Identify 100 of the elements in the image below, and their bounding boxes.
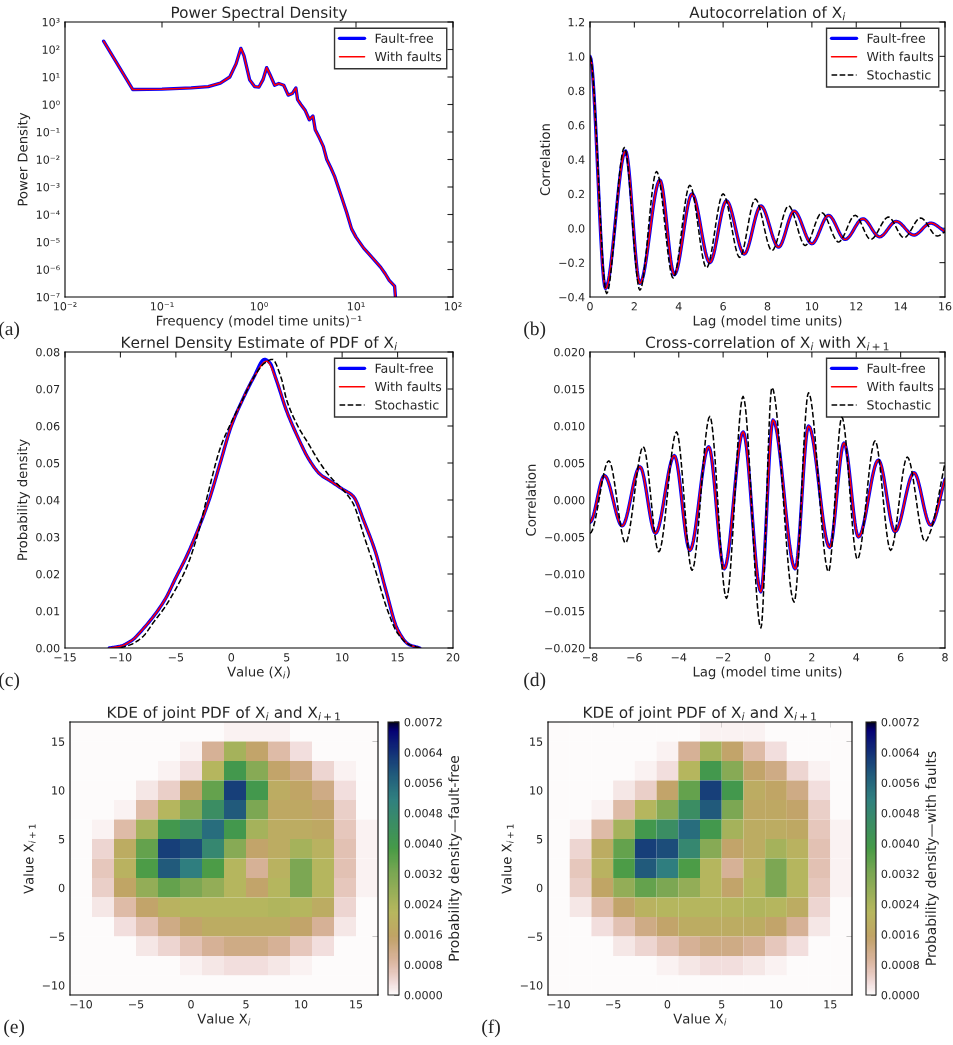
x-tick-label: 8 bbox=[764, 302, 771, 311]
chart-title: Cross-correlation of X$_{i}$ with X$_{i+1}$ bbox=[645, 336, 889, 351]
color-bar-label: 0.0072 bbox=[881, 717, 919, 727]
y-tick-label: 0.000 bbox=[554, 495, 585, 505]
y-tick-label: −10 bbox=[520, 981, 543, 990]
y-tick-label: 0 bbox=[536, 883, 543, 893]
y-tick-label: 10⁻³ bbox=[36, 182, 60, 192]
x-tick-label: 10² bbox=[444, 302, 462, 311]
x-tick-label: −8 bbox=[582, 653, 598, 662]
x-tick-label: −4 bbox=[671, 653, 687, 662]
legend-label: Stochastic bbox=[867, 69, 931, 80]
color-bar-label: 0.0008 bbox=[404, 960, 442, 970]
x-tick-label: 0 bbox=[764, 653, 771, 662]
y-tick-label: −10 bbox=[42, 981, 65, 990]
y-tick-label: 0.05 bbox=[36, 458, 60, 468]
y-axis-title: Probability density bbox=[17, 439, 30, 560]
color-bar-label: 0.0072 bbox=[404, 717, 442, 727]
y-tick-label: 5 bbox=[58, 835, 65, 844]
x-tick-label: 10 bbox=[770, 1000, 783, 1009]
y-tick-label: −0.020 bbox=[545, 643, 585, 653]
color-bar-label: 0.0000 bbox=[881, 990, 919, 1000]
chart-title: KDE of joint PDF of X$_{i}$ and X$_{i+1}$ bbox=[584, 706, 816, 722]
x-tick-label: −5 bbox=[168, 653, 184, 662]
y-tick-label: −5 bbox=[49, 932, 65, 941]
x-tick-label: 10⁻¹ bbox=[150, 302, 174, 311]
x-tick-label: −10 bbox=[70, 1000, 92, 1009]
y-tick-label: −0.015 bbox=[545, 606, 585, 616]
y-tick-label: 10⁻⁴ bbox=[36, 210, 60, 219]
x-tick-label: 0 bbox=[587, 302, 593, 311]
y-axis-title: Power Density bbox=[17, 112, 31, 206]
color-bar-title: Probability density—fault-free bbox=[448, 755, 462, 961]
x-tick-label: 16 bbox=[939, 302, 952, 311]
y-axis-title: Value X$_{i+1}$ bbox=[23, 824, 36, 894]
y-tick-label: 0.0 bbox=[568, 224, 585, 233]
legend-label: With faults bbox=[374, 51, 442, 62]
y-tick-label: 0.4 bbox=[568, 155, 585, 164]
x-tick-label: −6 bbox=[627, 653, 642, 662]
y-tick-label: 0.015 bbox=[554, 384, 585, 394]
legend-label: With faults bbox=[866, 381, 934, 392]
chart-title: Kernel Density Estimate of PDF of X$_{i}$ bbox=[122, 336, 397, 352]
x-tick-label: 0 bbox=[188, 1000, 194, 1009]
y-tick-label: 0.00 bbox=[36, 643, 60, 653]
x-tick-label: 14 bbox=[894, 302, 908, 311]
x-tick-label: 0 bbox=[664, 1000, 671, 1009]
x-tick-label: −10 bbox=[109, 653, 132, 662]
x-tick-label: 10 bbox=[336, 653, 349, 662]
y-tick-label: 1.2 bbox=[568, 17, 585, 27]
y-tick-label: 10³ bbox=[42, 17, 60, 27]
x-tick-label: 10⁰ bbox=[250, 302, 268, 311]
y-tick-label: 0.06 bbox=[36, 421, 60, 431]
legend-label: Fault-free bbox=[375, 33, 434, 43]
x-tick-label: 10 bbox=[295, 1000, 308, 1009]
y-tick-label: −0.010 bbox=[545, 569, 585, 579]
color-bar-label: 0.0056 bbox=[404, 778, 443, 788]
legend-label: Fault-free bbox=[867, 33, 926, 43]
y-tick-label: 0.01 bbox=[36, 606, 60, 616]
y-tick-label: 15 bbox=[52, 737, 65, 746]
y-tick-label: 0.010 bbox=[554, 421, 585, 431]
x-axis-title: Frequency (model time units)⁻¹ bbox=[156, 315, 362, 329]
color-bar-title: Probability density—with faults bbox=[925, 751, 939, 965]
x-tick-label: 5 bbox=[243, 1000, 249, 1009]
x-tick-label: 20 bbox=[446, 653, 460, 662]
x-tick-label: 15 bbox=[391, 653, 404, 662]
x-axis-title: Value (X$_{i}$) bbox=[227, 666, 290, 679]
y-tick-label: 10 bbox=[530, 786, 543, 795]
legend-label: Fault-free bbox=[375, 363, 434, 373]
color-bar-label: 0.0024 bbox=[881, 899, 920, 909]
y-tick-label: 0.6 bbox=[568, 121, 585, 130]
color-bar-label: 0.0040 bbox=[404, 839, 442, 848]
text: (a) bbox=[0, 321, 20, 340]
y-tick-label: 10⁻⁷ bbox=[36, 292, 60, 302]
x-tick-label: −15 bbox=[54, 653, 76, 662]
y-tick-label: −0.2 bbox=[559, 258, 585, 267]
x-tick-label: 6 bbox=[897, 653, 904, 662]
y-axis-title: Value X$_{i+1}$ bbox=[501, 824, 514, 894]
x-axis-title: Value X$_{i}$ bbox=[197, 1013, 251, 1026]
x-tick-label: 2 bbox=[631, 302, 637, 311]
y-axis-title: Correlation bbox=[539, 124, 551, 196]
y-tick-label: 10⁻⁵ bbox=[36, 237, 60, 247]
legend-label: Stochastic bbox=[375, 399, 439, 410]
y-tick-label: −5 bbox=[527, 932, 543, 941]
text: (d) bbox=[524, 672, 546, 691]
text: (c) bbox=[0, 672, 20, 691]
text: (f) bbox=[482, 1019, 500, 1038]
text: (e) bbox=[4, 1019, 25, 1038]
y-tick-label: 0.020 bbox=[554, 347, 585, 357]
legend-label: With faults bbox=[866, 51, 934, 62]
color-bar-label: 0.0024 bbox=[404, 899, 443, 909]
y-tick-label: 10⁻² bbox=[36, 155, 60, 164]
y-tick-label: 1.0 bbox=[568, 52, 585, 61]
color-bar-label: 0.0000 bbox=[404, 990, 442, 1000]
y-axis-title: Correlation bbox=[525, 464, 536, 536]
color-bar-label: 0.0032 bbox=[881, 869, 919, 879]
y-tick-label: 0.07 bbox=[36, 384, 60, 394]
y-tick-label: −0.4 bbox=[559, 292, 585, 302]
x-tick-label: 2 bbox=[809, 653, 815, 662]
y-tick-label: 0.02 bbox=[36, 569, 60, 579]
color-bar-label: 0.0008 bbox=[881, 960, 919, 970]
y-tick-label: 0.005 bbox=[554, 458, 585, 468]
chart-title: Power Spectral Density bbox=[171, 6, 348, 22]
